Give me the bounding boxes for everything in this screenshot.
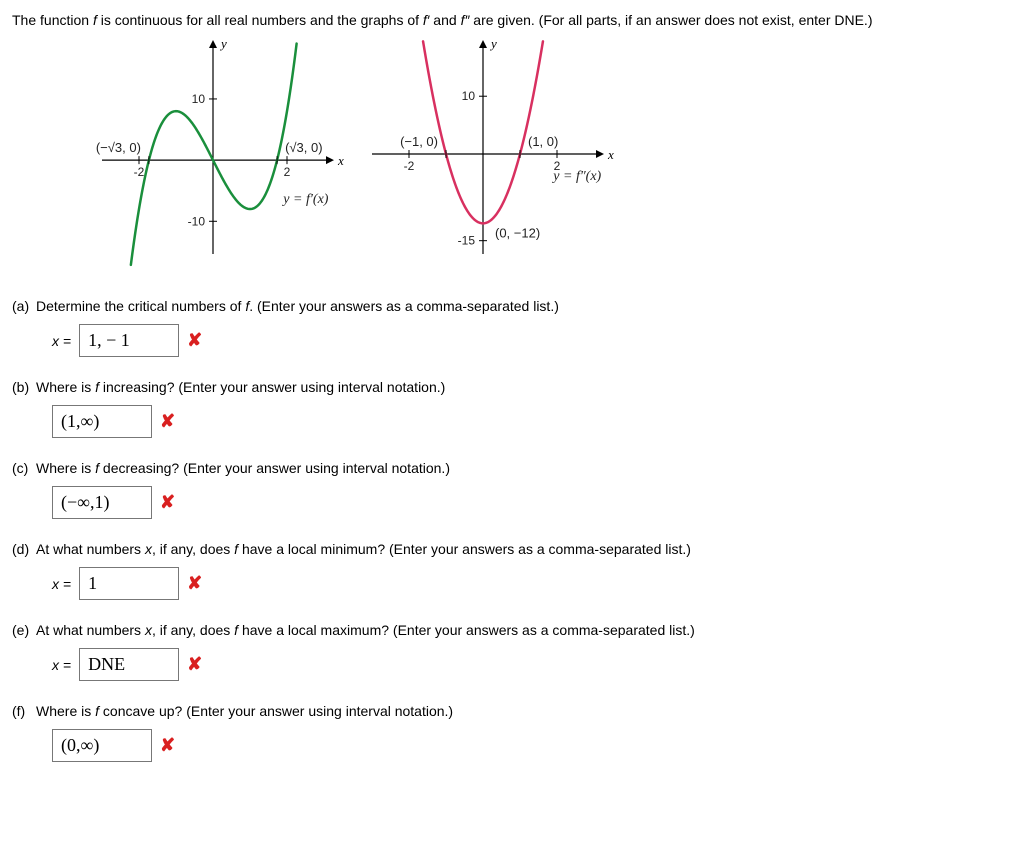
svg-text:y: y xyxy=(219,38,227,51)
answer-field[interactable]: (−∞,1) xyxy=(52,486,152,519)
svg-text:2: 2 xyxy=(284,165,291,179)
answer-field[interactable]: 1, − 1 xyxy=(79,324,179,357)
graph-f-double-prime: -2210-15xyy = f″(x)(−1, 0)(1, 0)(0, −12) xyxy=(352,38,622,278)
svg-text:y: y xyxy=(489,38,497,51)
svg-text:(−1, 0): (−1, 0) xyxy=(400,134,438,149)
svg-text:(−√3, 0): (−√3, 0) xyxy=(96,140,141,155)
graph-f-prime: -2 2 10 -10 x y y = f′(x) (−√3, 0) (√3, 0) xyxy=(82,38,352,278)
svg-text:(0, −12): (0, −12) xyxy=(495,225,540,240)
part-question: At what numbers x, if any, does f have a… xyxy=(36,622,695,638)
svg-text:-2: -2 xyxy=(404,159,415,173)
wrong-icon: ✘ xyxy=(187,654,202,675)
answer-field[interactable]: (0,∞) xyxy=(52,729,152,762)
svg-text:10: 10 xyxy=(192,92,206,106)
answer-prefix: x = xyxy=(52,576,71,592)
svg-text:y = f′(x): y = f′(x) xyxy=(281,192,328,207)
part-e: (e)At what numbers x, if any, does f hav… xyxy=(12,622,1012,681)
part-f: (f)Where is f concave up? (Enter your an… xyxy=(12,703,1012,762)
svg-text:-15: -15 xyxy=(458,234,476,248)
part-question: Where is f increasing? (Enter your answe… xyxy=(36,379,445,395)
svg-text:-2: -2 xyxy=(134,165,145,179)
answer-prefix: x = xyxy=(52,657,71,673)
part-question: Where is f concave up? (Enter your answe… xyxy=(36,703,453,719)
svg-text:y = f″(x): y = f″(x) xyxy=(551,169,601,184)
part-label: (e) xyxy=(12,622,36,638)
svg-text:10: 10 xyxy=(462,89,476,103)
part-question: Determine the critical numbers of f. (En… xyxy=(36,298,559,314)
part-question: Where is f decreasing? (Enter your answe… xyxy=(36,460,450,476)
wrong-icon: ✘ xyxy=(160,735,175,756)
wrong-icon: ✘ xyxy=(187,330,202,351)
answer-field[interactable]: DNE xyxy=(79,648,179,681)
problem-intro: The function f is continuous for all rea… xyxy=(12,12,1012,28)
wrong-icon: ✘ xyxy=(160,411,175,432)
part-label: (a) xyxy=(12,298,36,314)
answer-prefix: x = xyxy=(52,333,71,349)
part-question: At what numbers x, if any, does f have a… xyxy=(36,541,691,557)
svg-text:(1, 0): (1, 0) xyxy=(528,134,558,149)
svg-text:x: x xyxy=(607,147,614,162)
svg-text:-10: -10 xyxy=(188,214,206,228)
svg-text:(√3, 0): (√3, 0) xyxy=(285,140,322,155)
part-label: (b) xyxy=(12,379,36,395)
answer-field[interactable]: 1 xyxy=(79,567,179,600)
part-label: (d) xyxy=(12,541,36,557)
part-a: (a)Determine the critical numbers of f. … xyxy=(12,298,1012,357)
graphs-container: -2 2 10 -10 x y y = f′(x) (−√3, 0) (√3, 0) -2 2 10… xyxy=(82,38,1012,278)
part-label: (f) xyxy=(12,703,36,719)
part-c: (c)Where is f decreasing? (Enter your an… xyxy=(12,460,1012,519)
svg-text:x: x xyxy=(337,153,344,168)
part-b: (b)Where is f increasing? (Enter your an… xyxy=(12,379,1012,438)
part-label: (c) xyxy=(12,460,36,476)
wrong-icon: ✘ xyxy=(187,573,202,594)
wrong-icon: ✘ xyxy=(160,492,175,513)
answer-field[interactable]: (1,∞) xyxy=(52,405,152,438)
part-d: (d)At what numbers x, if any, does f hav… xyxy=(12,541,1012,600)
